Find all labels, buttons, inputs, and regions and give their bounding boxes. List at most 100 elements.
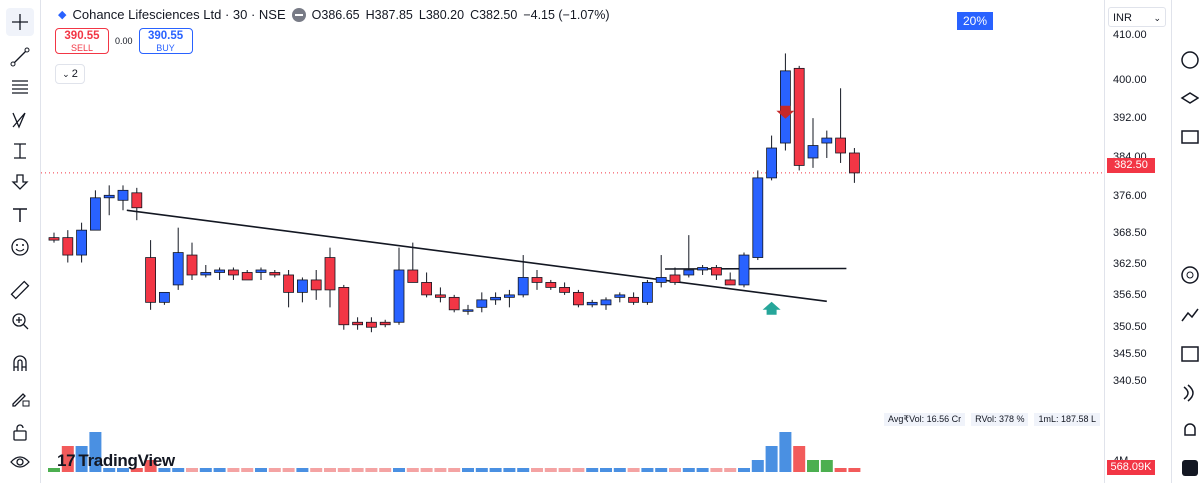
- target-icon[interactable]: [1180, 265, 1199, 285]
- buy-button[interactable]: 390.55 BUY: [138, 28, 193, 54]
- candle[interactable]: [365, 321, 377, 328]
- candle[interactable]: [669, 274, 681, 283]
- arrow-down-icon[interactable]: [6, 168, 34, 196]
- candle[interactable]: [724, 279, 736, 286]
- volume-bar: [738, 468, 750, 472]
- volume-bar: [117, 468, 129, 472]
- volume-bar: [696, 468, 709, 472]
- candle[interactable]: [807, 145, 819, 159]
- candle[interactable]: [559, 287, 570, 293]
- trend-line[interactable]: [126, 209, 827, 303]
- candle[interactable]: [159, 291, 170, 303]
- change-value: −4.15 (−1.07%): [523, 7, 610, 22]
- candle[interactable]: [296, 279, 308, 293]
- candle[interactable]: [407, 269, 419, 283]
- candle[interactable]: [462, 309, 474, 312]
- tradingview-logo[interactable]: 17 TradingView: [57, 451, 175, 471]
- layers-icon[interactable]: [1180, 90, 1199, 110]
- zoom-in-icon[interactable]: [6, 307, 34, 335]
- candle[interactable]: [503, 294, 515, 298]
- grid-icon[interactable]: [1180, 458, 1199, 478]
- sell-button[interactable]: 390.55 SELL: [55, 28, 109, 54]
- candle[interactable]: [103, 194, 115, 199]
- emoji-icon[interactable]: [6, 233, 34, 261]
- candle[interactable]: [614, 294, 626, 298]
- candle[interactable]: [186, 254, 198, 276]
- candle[interactable]: [338, 287, 350, 326]
- candle[interactable]: [628, 296, 639, 303]
- symbol-title[interactable]: Cohance Lifesciences Ltd · 30 · NSE: [72, 7, 286, 22]
- candle[interactable]: [752, 177, 764, 258]
- candle[interactable]: [545, 282, 557, 288]
- lock-icon[interactable]: [6, 418, 34, 446]
- hide-icon[interactable]: [291, 7, 306, 22]
- candle[interactable]: [476, 299, 488, 308]
- candle[interactable]: [90, 197, 101, 231]
- candle[interactable]: [117, 189, 129, 201]
- currency-select[interactable]: INR ⌄: [1108, 7, 1166, 27]
- candle[interactable]: [821, 137, 833, 144]
- candle[interactable]: [766, 147, 777, 179]
- trade-panel: 390.55 SELL 0.00 390.55 BUY: [55, 28, 193, 54]
- crosshair-icon[interactable]: [6, 8, 34, 36]
- price-tick: 400.00: [1113, 74, 1147, 86]
- price-axis[interactable]: [1104, 0, 1160, 483]
- candle[interactable]: [835, 137, 846, 154]
- lock-draw-icon[interactable]: [6, 384, 34, 412]
- signal-icon[interactable]: [1180, 383, 1199, 403]
- candle[interactable]: [393, 269, 405, 323]
- candle[interactable]: [711, 267, 722, 276]
- ideas-icon[interactable]: [1180, 305, 1199, 325]
- candle[interactable]: [683, 269, 695, 276]
- volume-bar: [793, 446, 806, 472]
- magnet-icon[interactable]: [6, 350, 34, 378]
- measure-icon[interactable]: [6, 137, 34, 165]
- candle[interactable]: [200, 272, 212, 276]
- volume-bar: [379, 468, 392, 472]
- fib-icon[interactable]: [6, 73, 34, 101]
- candle[interactable]: [62, 237, 74, 256]
- candle[interactable]: [738, 254, 750, 286]
- volume-bar: [641, 468, 654, 472]
- candle[interactable]: [241, 272, 253, 281]
- candle[interactable]: [214, 269, 226, 273]
- candle[interactable]: [448, 296, 460, 311]
- watchlist-icon[interactable]: [1180, 50, 1199, 70]
- candle[interactable]: [849, 152, 860, 174]
- candle[interactable]: [352, 321, 364, 326]
- trend-line-icon[interactable]: [6, 43, 34, 71]
- candle[interactable]: [586, 301, 598, 306]
- chat-icon[interactable]: [1180, 128, 1199, 148]
- ruler-icon[interactable]: [6, 276, 34, 304]
- candle[interactable]: [48, 237, 60, 241]
- indicators-collapse-button[interactable]: ⌄ 2: [55, 64, 85, 84]
- candle[interactable]: [642, 282, 653, 303]
- candle[interactable]: [600, 299, 612, 306]
- candle[interactable]: [324, 257, 336, 291]
- candlestick-chart[interactable]: [41, 0, 1104, 483]
- candle[interactable]: [227, 269, 239, 276]
- candle[interactable]: [517, 277, 529, 296]
- candle[interactable]: [310, 279, 322, 291]
- candle[interactable]: [145, 257, 156, 303]
- candle[interactable]: [434, 294, 446, 298]
- text-icon[interactable]: [6, 201, 34, 229]
- candle[interactable]: [573, 291, 584, 306]
- candle[interactable]: [379, 321, 391, 326]
- candle[interactable]: [131, 192, 143, 209]
- candle[interactable]: [531, 277, 543, 283]
- candle[interactable]: [76, 229, 87, 256]
- candle[interactable]: [655, 277, 667, 283]
- eye-icon[interactable]: [6, 448, 34, 476]
- candle[interactable]: [255, 269, 267, 273]
- candle[interactable]: [283, 274, 295, 293]
- candle[interactable]: [697, 267, 708, 271]
- candle[interactable]: [172, 252, 184, 286]
- candle[interactable]: [269, 272, 281, 276]
- candle[interactable]: [490, 296, 502, 301]
- bell-icon[interactable]: [1180, 420, 1199, 440]
- calendar-icon[interactable]: [1180, 343, 1199, 363]
- candle[interactable]: [421, 282, 433, 296]
- pattern-icon[interactable]: [6, 106, 34, 134]
- candle[interactable]: [793, 67, 805, 166]
